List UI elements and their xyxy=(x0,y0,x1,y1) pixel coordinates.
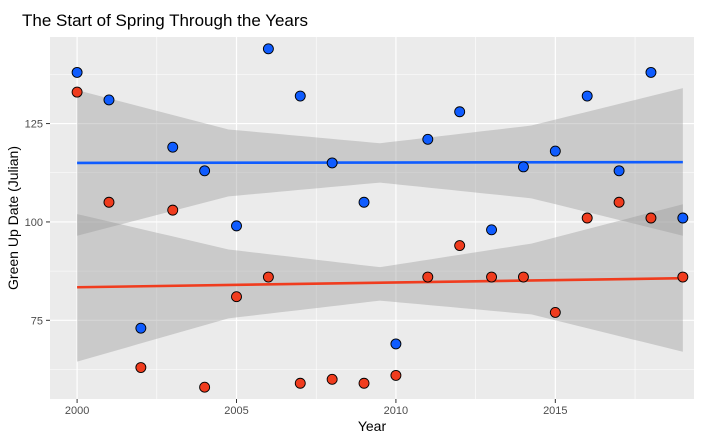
data-point-0-2014 xyxy=(517,161,529,173)
data-point-0-2019 xyxy=(677,212,689,224)
x-axis-label: Year xyxy=(358,418,387,434)
data-point-0-2010 xyxy=(390,338,402,350)
y-tick-label-75: 75 xyxy=(31,315,43,327)
data-point-0-2005 xyxy=(231,220,242,232)
data-point-0-2016 xyxy=(581,90,593,102)
chart-title: The Start of Spring Through the Years xyxy=(22,11,308,30)
data-point-0-2015 xyxy=(549,145,561,157)
y-tick-label-100: 100 xyxy=(25,217,43,229)
trend-lines xyxy=(77,160,683,289)
data-point-0-2002 xyxy=(135,322,147,334)
x-tick-label-2000: 2000 xyxy=(65,405,89,417)
data-point-0-2013 xyxy=(486,224,498,236)
data-point-1-2014 xyxy=(517,271,529,283)
data-point-1-2001 xyxy=(103,196,115,208)
y-axis-ticks: 75 100 125 xyxy=(25,119,50,327)
data-point-1-2016 xyxy=(581,212,593,224)
data-point-0-2004 xyxy=(199,165,211,177)
trend-line-1 xyxy=(77,276,683,289)
data-point-1-2008 xyxy=(326,373,338,385)
plot-panel xyxy=(50,37,694,399)
data-point-1-2017 xyxy=(613,196,625,208)
data-point-1-2009 xyxy=(358,377,370,389)
x-tick-label-2005: 2005 xyxy=(224,405,248,417)
x-axis-ticks: 2000 2005 2010 2015 xyxy=(65,399,568,417)
data-point-1-2011 xyxy=(422,271,434,283)
data-point-1-2018 xyxy=(645,212,657,224)
data-point-1-2002 xyxy=(135,362,147,373)
data-point-0-2018 xyxy=(645,66,657,78)
data-point-0-2012 xyxy=(454,106,466,118)
data-point-0-2003 xyxy=(167,141,179,153)
data-point-1-2019 xyxy=(677,271,689,283)
data-point-1-2005 xyxy=(231,291,242,303)
x-tick-label-2010: 2010 xyxy=(384,405,408,417)
x-tick-label-2015: 2015 xyxy=(543,405,567,417)
data-point-1-2007 xyxy=(294,377,306,389)
data-point-1-2006 xyxy=(262,271,274,283)
data-point-0-2011 xyxy=(422,133,434,145)
data-point-1-2003 xyxy=(167,204,179,216)
y-axis-label: Green Up Date (Julian) xyxy=(5,146,21,290)
trend-line-0 xyxy=(77,160,683,165)
data-point-0-2009 xyxy=(358,196,370,208)
data-point-0-2001 xyxy=(103,94,115,106)
y-tick-label-125: 125 xyxy=(25,119,43,131)
data-point-1-2010 xyxy=(390,369,402,381)
data-point-0-2007 xyxy=(294,90,306,102)
data-point-1-2000 xyxy=(71,86,83,98)
data-point-1-2015 xyxy=(549,306,561,318)
data-point-1-2013 xyxy=(486,271,498,283)
data-point-1-2012 xyxy=(454,240,466,251)
data-point-0-2017 xyxy=(613,165,625,177)
data-point-0-2000 xyxy=(71,66,83,78)
data-point-0-2008 xyxy=(326,157,338,169)
data-point-0-2006 xyxy=(262,43,274,55)
data-points xyxy=(71,43,689,393)
data-point-1-2004 xyxy=(199,381,211,393)
